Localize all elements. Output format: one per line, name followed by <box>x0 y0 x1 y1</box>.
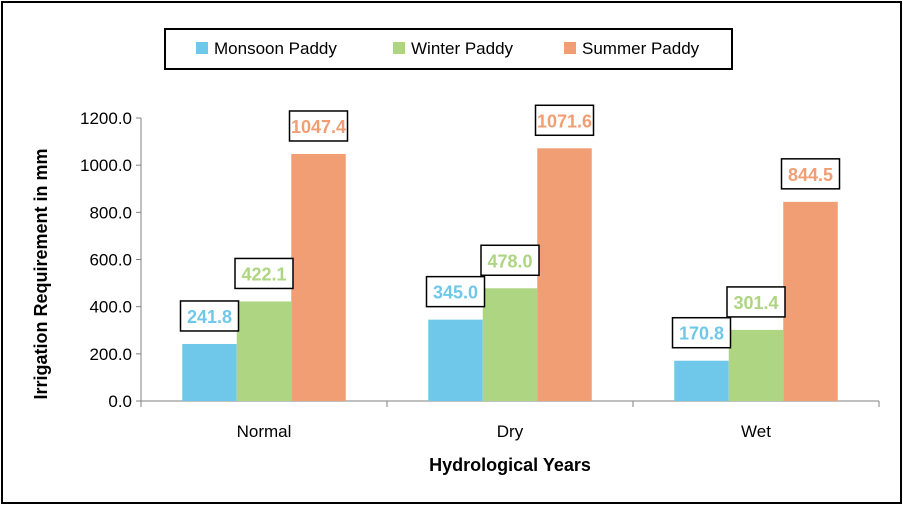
y-tick-label: 400.0 <box>89 298 132 317</box>
y-tick-label: 0.0 <box>108 392 132 411</box>
legend-swatch <box>393 42 405 54</box>
data-label-box <box>480 244 540 277</box>
bar <box>783 201 838 401</box>
y-tick-label: 200.0 <box>89 345 132 364</box>
legend-label: Summer Paddy <box>582 39 700 58</box>
data-label: 345.0 <box>433 283 478 303</box>
data-label-box <box>726 286 786 318</box>
bar <box>728 329 784 401</box>
y-tick-label: 800.0 <box>89 203 132 222</box>
data-label-box <box>179 300 240 332</box>
data-label: 844.5 <box>788 165 833 185</box>
y-tick-label: 1000.0 <box>80 156 132 175</box>
y-axis: 0.0 200.0 400.0 600.0 800.0 1000.0 1200.0 <box>80 109 142 411</box>
data-labels: 241.8 422.1 1047.4 345.0 478.0 1071.6 170.8 301… <box>179 104 841 349</box>
data-label: 301.4 <box>733 293 778 313</box>
data-label-box <box>534 104 595 137</box>
data-label-box <box>780 158 841 190</box>
x-tick-label: Wet <box>741 422 771 441</box>
data-label-box <box>671 316 732 349</box>
data-label: 170.8 <box>679 324 724 344</box>
x-tick-label: Normal <box>237 422 292 441</box>
y-axis-title: Irrigation Requirement in mm <box>31 148 51 399</box>
legend-box <box>164 28 733 70</box>
bar <box>428 319 483 401</box>
legend-swatch <box>564 42 576 54</box>
legend-swatch <box>196 42 208 54</box>
bar <box>482 288 538 401</box>
bar <box>674 360 729 401</box>
data-label: 478.0 <box>487 251 532 271</box>
bars <box>182 148 838 401</box>
data-label: 1071.6 <box>537 111 592 131</box>
legend-label: Monsoon Paddy <box>214 39 337 58</box>
data-label-box <box>288 110 349 142</box>
x-axis: Normal Dry Wet <box>140 400 880 441</box>
legend: Monsoon Paddy Winter Paddy Summer Paddy <box>164 28 733 70</box>
bar <box>537 148 592 401</box>
bar <box>182 343 237 401</box>
data-label-box <box>234 257 294 290</box>
legend-label: Winter Paddy <box>411 39 514 58</box>
y-tick-label: 600.0 <box>89 251 132 270</box>
data-label: 241.8 <box>187 307 232 327</box>
x-tick-label: Dry <box>497 422 524 441</box>
bar <box>291 153 346 401</box>
x-axis-title: Hydrological Years <box>429 455 591 475</box>
y-tick-label: 1200.0 <box>80 109 132 128</box>
data-label-box <box>425 275 486 308</box>
data-label: 1047.4 <box>291 117 346 137</box>
bar <box>236 301 292 401</box>
data-label: 422.1 <box>241 264 286 284</box>
